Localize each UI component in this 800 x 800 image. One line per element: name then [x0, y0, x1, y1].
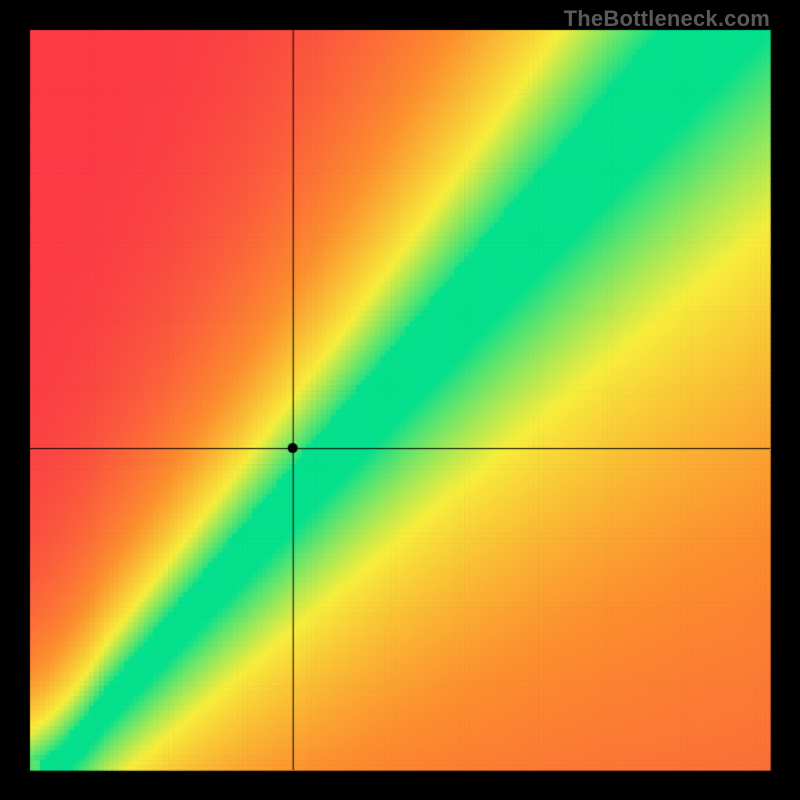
bottleneck-heatmap	[0, 0, 800, 800]
chart-container: TheBottleneck.com	[0, 0, 800, 800]
watermark-text: TheBottleneck.com	[564, 6, 770, 32]
